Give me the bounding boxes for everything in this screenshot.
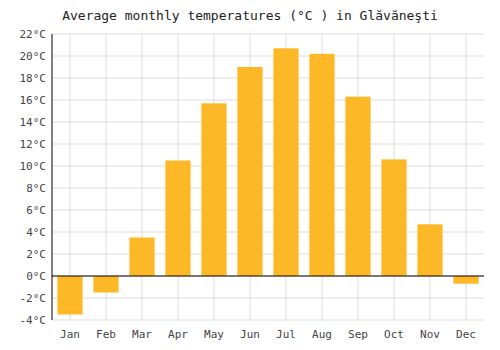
y-grid-line	[52, 144, 484, 145]
y-tick-label: 8°C	[26, 182, 46, 195]
y-tick-label: 18°C	[20, 72, 47, 85]
x-tick-label: Nov	[420, 328, 440, 341]
y-tick-label: 22°C	[20, 28, 47, 41]
x-tick-label: Sep	[348, 328, 368, 341]
y-tick-label: 20°C	[20, 50, 47, 63]
y-grid-line	[52, 78, 484, 79]
x-tick-label: Jul	[276, 328, 296, 341]
bar	[165, 161, 190, 277]
grid	[52, 34, 484, 320]
y-tick-label: 2°C	[26, 248, 46, 261]
y-tick-label: 6°C	[26, 204, 46, 217]
x-tick-label: Oct	[384, 328, 404, 341]
y-grid-line	[52, 276, 484, 277]
y-tick-label: 12°C	[20, 138, 47, 151]
y-tick-label: 0°C	[26, 270, 46, 283]
title: Average monthly temperatures (°C ) in Gl…	[62, 8, 438, 23]
x-grid-line	[142, 34, 143, 320]
chart: Average monthly temperatures (°C ) in Gl…	[0, 0, 500, 350]
y-grid-line	[52, 320, 484, 321]
x-tick-label: Jun	[240, 328, 260, 341]
zero-line	[52, 275, 484, 276]
y-axis-line	[52, 34, 53, 320]
y-tick-label: 14°C	[20, 116, 47, 129]
bar	[453, 276, 478, 284]
y-grid-line	[52, 100, 484, 101]
y-grid-line	[52, 188, 484, 189]
y-grid-line	[52, 122, 484, 123]
bar	[201, 103, 226, 276]
bar	[93, 276, 118, 293]
y-grid-line	[52, 298, 484, 299]
y-tick-label: -2°C	[20, 292, 47, 305]
x-grid-line	[430, 34, 431, 320]
y-tick-label: -4°C	[20, 314, 47, 327]
bar	[273, 48, 298, 276]
bar	[381, 159, 406, 276]
bars	[57, 48, 478, 314]
bar	[345, 97, 370, 276]
y-grid-line	[52, 210, 484, 211]
x-tick-label: Aug	[312, 328, 332, 341]
x-tick-label: Feb	[96, 328, 116, 341]
y-grid-line	[52, 34, 484, 35]
bar	[237, 67, 262, 276]
y-tick-label: 16°C	[20, 94, 47, 107]
y-tick-label: 10°C	[20, 160, 47, 173]
bar	[129, 238, 154, 277]
y-tick-label: 4°C	[26, 226, 46, 239]
x-tick-label: Dec	[456, 328, 476, 341]
x-tick-label: May	[204, 328, 224, 341]
bar	[57, 276, 82, 315]
y-grid-line	[52, 166, 484, 167]
y-grid-line	[52, 56, 484, 57]
x-tick-label: Mar	[132, 328, 152, 341]
bar	[309, 54, 334, 276]
x-tick-label: Jan	[60, 328, 80, 341]
x-tick-label: Apr	[168, 328, 188, 341]
bar	[417, 224, 442, 276]
